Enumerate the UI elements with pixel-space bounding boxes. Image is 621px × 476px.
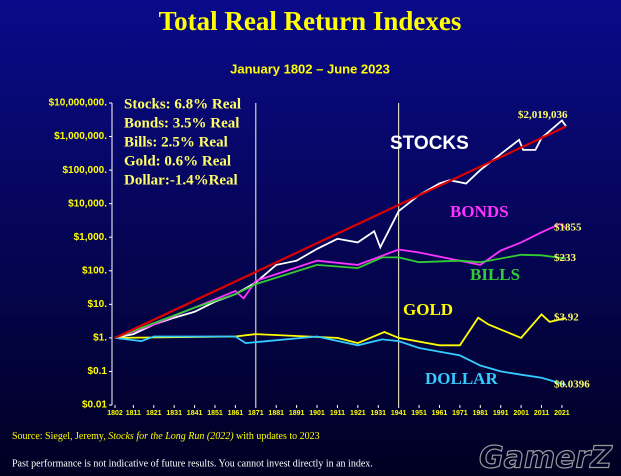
y-tick-label: $1. bbox=[93, 333, 107, 344]
y-tick-label: $10. bbox=[88, 299, 108, 310]
x-tick-label: 1831 bbox=[166, 410, 182, 417]
x-tick-label: 1881 bbox=[268, 410, 284, 417]
x-tick-label: 1981 bbox=[473, 410, 489, 417]
x-tick-label: 2011 bbox=[534, 410, 549, 417]
end-label: $2,019,036 bbox=[518, 109, 568, 121]
y-tick-label: $100. bbox=[82, 265, 107, 276]
end-label: $0.0396 bbox=[554, 378, 590, 390]
y-tick-label: $0.1 bbox=[88, 366, 108, 377]
x-tick-label: 1861 bbox=[228, 410, 244, 417]
x-tick-label: 1971 bbox=[452, 410, 468, 417]
series-label: STOCKS bbox=[390, 133, 469, 154]
x-tick-label: 2001 bbox=[513, 410, 529, 417]
end-label: $3.92 bbox=[554, 312, 579, 324]
x-tick-label: 2021 bbox=[554, 410, 570, 417]
series-line bbox=[114, 253, 567, 339]
x-tick-label: 1911 bbox=[330, 410, 345, 417]
chart-title: Total Real Return Indexes bbox=[159, 6, 462, 36]
annotation: Bills: 2.5% Real bbox=[124, 134, 228, 150]
y-tick-label: $10,000,000. bbox=[49, 98, 108, 109]
x-tick-label: 1901 bbox=[309, 410, 325, 417]
series-line bbox=[114, 119, 567, 339]
x-tick-label: 1851 bbox=[207, 410, 223, 417]
annotation: Bonds: 3.5% Real bbox=[124, 115, 239, 131]
end-label: $1855 bbox=[554, 222, 582, 234]
y-tick-label: $1,000,000. bbox=[54, 131, 107, 142]
x-tick-label: 1811 bbox=[126, 410, 141, 417]
x-tick-label: 1991 bbox=[493, 410, 509, 417]
x-tick-label: 1871 bbox=[248, 410, 264, 417]
x-tick-label: 1841 bbox=[187, 410, 203, 417]
end-label: $233 bbox=[554, 252, 577, 264]
x-tick-label: 1921 bbox=[350, 410, 366, 417]
annotation: Stocks: 6.8% Real bbox=[124, 96, 241, 112]
y-tick-label: $10,000. bbox=[68, 198, 107, 209]
x-tick-label: 1891 bbox=[289, 410, 305, 417]
series-line bbox=[114, 222, 567, 339]
y-tick-label: $0.01 bbox=[82, 400, 107, 411]
series-label: BONDS bbox=[450, 202, 509, 221]
source-suffix: with updates to 2023 bbox=[234, 431, 320, 442]
source-prefix: Source: Siegel, Jeremy, bbox=[12, 431, 108, 442]
source-book: Stocks for the Long Run (2022) bbox=[108, 431, 234, 442]
x-tick-label: 1821 bbox=[146, 410, 162, 417]
series-label: BILLS bbox=[470, 265, 520, 284]
x-tick-label: 1802 bbox=[107, 410, 123, 417]
annotation: Gold: 0.6% Real bbox=[124, 153, 231, 169]
footnote: Past performance is not indicative of fu… bbox=[12, 458, 373, 469]
chart-subtitle: January 1802 – June 2023 bbox=[230, 61, 390, 76]
series-line bbox=[114, 335, 567, 386]
y-tick-label: $100,000. bbox=[63, 165, 108, 176]
annotation: Dollar:-1.4%Real bbox=[124, 172, 238, 188]
series-label: DOLLAR bbox=[425, 369, 498, 388]
series-line bbox=[114, 313, 567, 347]
x-tick-label: 1941 bbox=[391, 410, 407, 417]
trend-line bbox=[114, 125, 567, 339]
x-tick-label: 1931 bbox=[370, 410, 386, 417]
series-label: GOLD bbox=[403, 300, 453, 319]
y-tick-label: $1,000. bbox=[74, 232, 108, 243]
x-tick-label: 1961 bbox=[432, 410, 448, 417]
watermark: GamerZ bbox=[479, 441, 613, 476]
x-tick-label: 1951 bbox=[411, 410, 427, 417]
source: Source: Siegel, Jeremy, Stocks for the L… bbox=[12, 431, 320, 442]
